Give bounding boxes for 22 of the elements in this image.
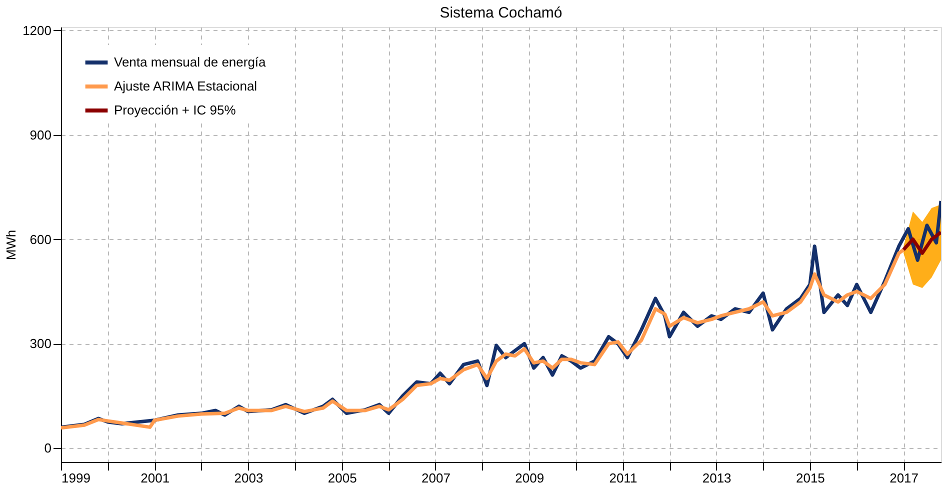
y-tick-label: 300 xyxy=(30,336,52,352)
line-series xyxy=(902,230,941,255)
x-tick-label: 2013 xyxy=(702,470,732,486)
chart-title: Sistema Cochamó xyxy=(440,4,562,22)
x-tick-label: 2017 xyxy=(890,470,919,486)
y-tick-label: 900 xyxy=(30,127,52,142)
y-tick-label: 0 xyxy=(44,440,52,456)
x-tick-label: 2001 xyxy=(140,470,170,486)
line-series xyxy=(61,248,906,430)
x-tick-label: 2003 xyxy=(234,470,264,486)
y-axis-title: MWh xyxy=(4,230,19,260)
x-tick-label: 2011 xyxy=(609,470,638,486)
x-tick-label: 2009 xyxy=(515,470,544,486)
legend-label: Ajuste ARIMA Estacional xyxy=(114,78,258,94)
legend-label: Venta mensual de energía xyxy=(114,54,267,70)
x-tick-label: 2007 xyxy=(422,470,450,486)
legend-label: Proyección + IC 95% xyxy=(114,102,236,118)
x-tick-label: 2015 xyxy=(796,470,825,486)
x-tick-label: 1999 xyxy=(62,470,90,486)
y-tick-label: 1200 xyxy=(22,22,52,38)
y-tick-label: 600 xyxy=(30,232,52,247)
x-tick-label: 2005 xyxy=(328,470,357,486)
